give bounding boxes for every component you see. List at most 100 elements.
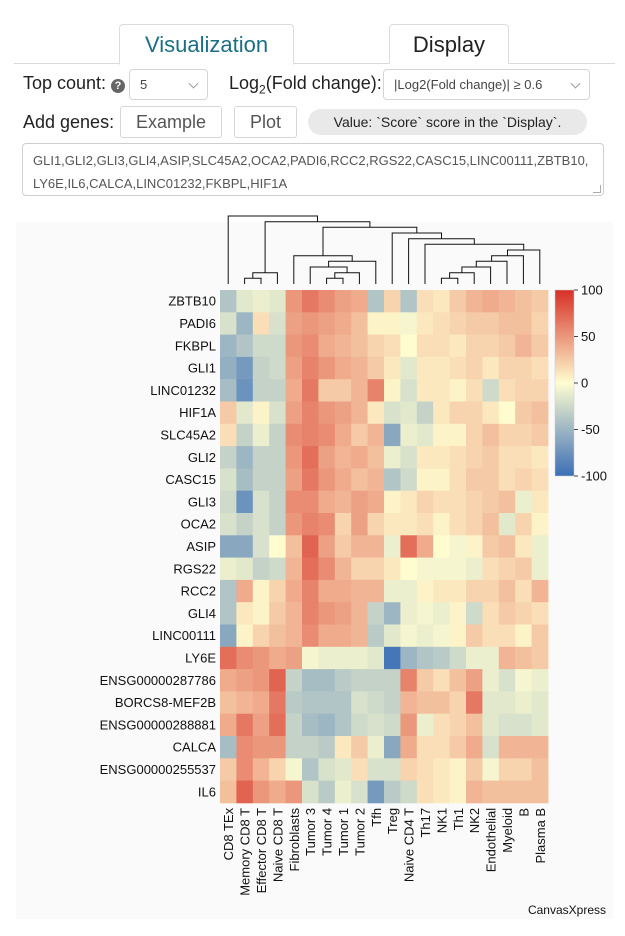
value-note-badge: Value: `Score` score in the `Display`. [308,109,587,135]
heatmap-cell [236,624,254,648]
heatmap-cell [400,691,418,715]
heatmap-cell [400,513,418,536]
heatmap-cell [466,713,483,737]
heatmap-cell [334,490,352,514]
heatmap-cell [433,758,450,781]
heatmap-cell [449,579,467,603]
heatmap-cell [269,468,286,492]
heatmap-cell [482,602,500,625]
heatmap-cell [269,490,286,514]
heatmap-cell [236,513,254,536]
heatmap-cell [531,490,549,514]
log2-label-sub: 2 [259,82,266,97]
heatmap-cell [351,334,368,358]
heatmap-cell [334,401,352,425]
help-icon[interactable]: ? [111,79,125,93]
heatmap-cell [318,535,336,558]
heatmap-cell [384,356,401,380]
legend-tick-label: 50 [581,329,595,344]
heatmap-cell [220,669,237,692]
heatmap-cell [466,401,483,425]
heatmap-cell [236,334,254,358]
heatmap-cell [367,423,385,447]
heatmap-cell [482,513,500,536]
example-button[interactable]: Example [120,106,222,138]
heatmap-cell [285,713,303,737]
heatmap-cell [466,446,483,469]
heatmap-cell [367,356,385,380]
heatmap-cell [400,624,418,648]
heatmap-cell [220,290,237,313]
heatmap-cell [466,468,483,492]
column-label: Myeloid [500,808,515,853]
heatmap-cell [367,691,385,715]
heatmap-cell [252,513,270,536]
heatmap-cell [351,379,368,402]
heatmap-cell [334,423,352,447]
heatmap-cell [285,513,303,536]
top-count-select[interactable]: 5 [129,69,208,100]
row-label: GLI4 [188,606,216,621]
heatmap-cell [302,557,319,581]
tab-display[interactable]: Display [389,24,509,64]
heatmap-cell [220,758,237,781]
tab-visualization[interactable]: Visualization [119,24,294,65]
heatmap-cell [367,557,385,581]
heatmap-cell [334,557,352,581]
heatmap-cell [384,579,401,603]
heatmap-cell [515,602,532,625]
heatmap-cell [236,780,254,804]
heatmap-cell [334,758,352,781]
heatmap-cell [302,535,319,558]
heatmap-cell [433,691,450,715]
heatmap-cell [302,736,319,759]
heatmap-cell [482,579,500,603]
heatmap-cell [466,334,483,358]
heatmap-cell [252,535,270,558]
heatmap-cell [318,780,336,804]
plot-button[interactable]: Plot [234,106,297,138]
heatmap-cell [334,691,352,715]
heatmap-cell [515,780,532,804]
column-label: NK1 [434,808,449,833]
heatmap-cell [416,513,434,536]
heatmap-cell [416,334,434,358]
heatmap-cell [466,602,483,625]
heatmap-cell [302,490,319,514]
heatmap-cell [416,758,434,781]
heatmap-cell [302,758,319,781]
genes-textarea[interactable]: GLI1,GLI2,GLI3,GLI4,ASIP,SLC45A2,OCA2,PA… [22,143,604,196]
heatmap-cell [252,312,270,335]
heatmap-cell [318,758,336,781]
heatmap-cell [367,624,385,648]
heatmap-cell [449,290,467,313]
heatmap-cell [400,379,418,402]
heatmap-cell [416,669,434,692]
heatmap-cell [449,713,467,737]
heatmap-cell [498,535,516,558]
heatmap-cell [515,535,532,558]
heatmap-cell [334,334,352,358]
column-label: Effector CD8 T [254,808,269,894]
heatmap-cell [318,646,336,670]
heatmap-cell [252,736,270,759]
heatmap-cell [236,602,254,625]
heatmap-cell [334,780,352,804]
heatmap-cell [285,557,303,581]
heatmap-cell [302,379,319,402]
column-label: Naive CD8 T [270,808,285,882]
heatmap-cell [269,423,286,447]
heatmap-cell [351,535,368,558]
heatmap-cell [367,446,385,469]
heatmap-cell [416,490,434,514]
log2-select[interactable]: |Log2(Fold change)| ≥ 0.6 [383,69,590,100]
heatmap-cell [236,379,254,402]
resize-handle-icon[interactable] [593,185,601,193]
column-label: Naive CD4 T [402,808,417,882]
heatmap-cell [269,356,286,380]
heatmap-cell [498,691,516,715]
heatmap-cell [351,557,368,581]
heatmap-cell [400,468,418,492]
heatmap-cell [498,513,516,536]
heatmap-cell [433,669,450,692]
